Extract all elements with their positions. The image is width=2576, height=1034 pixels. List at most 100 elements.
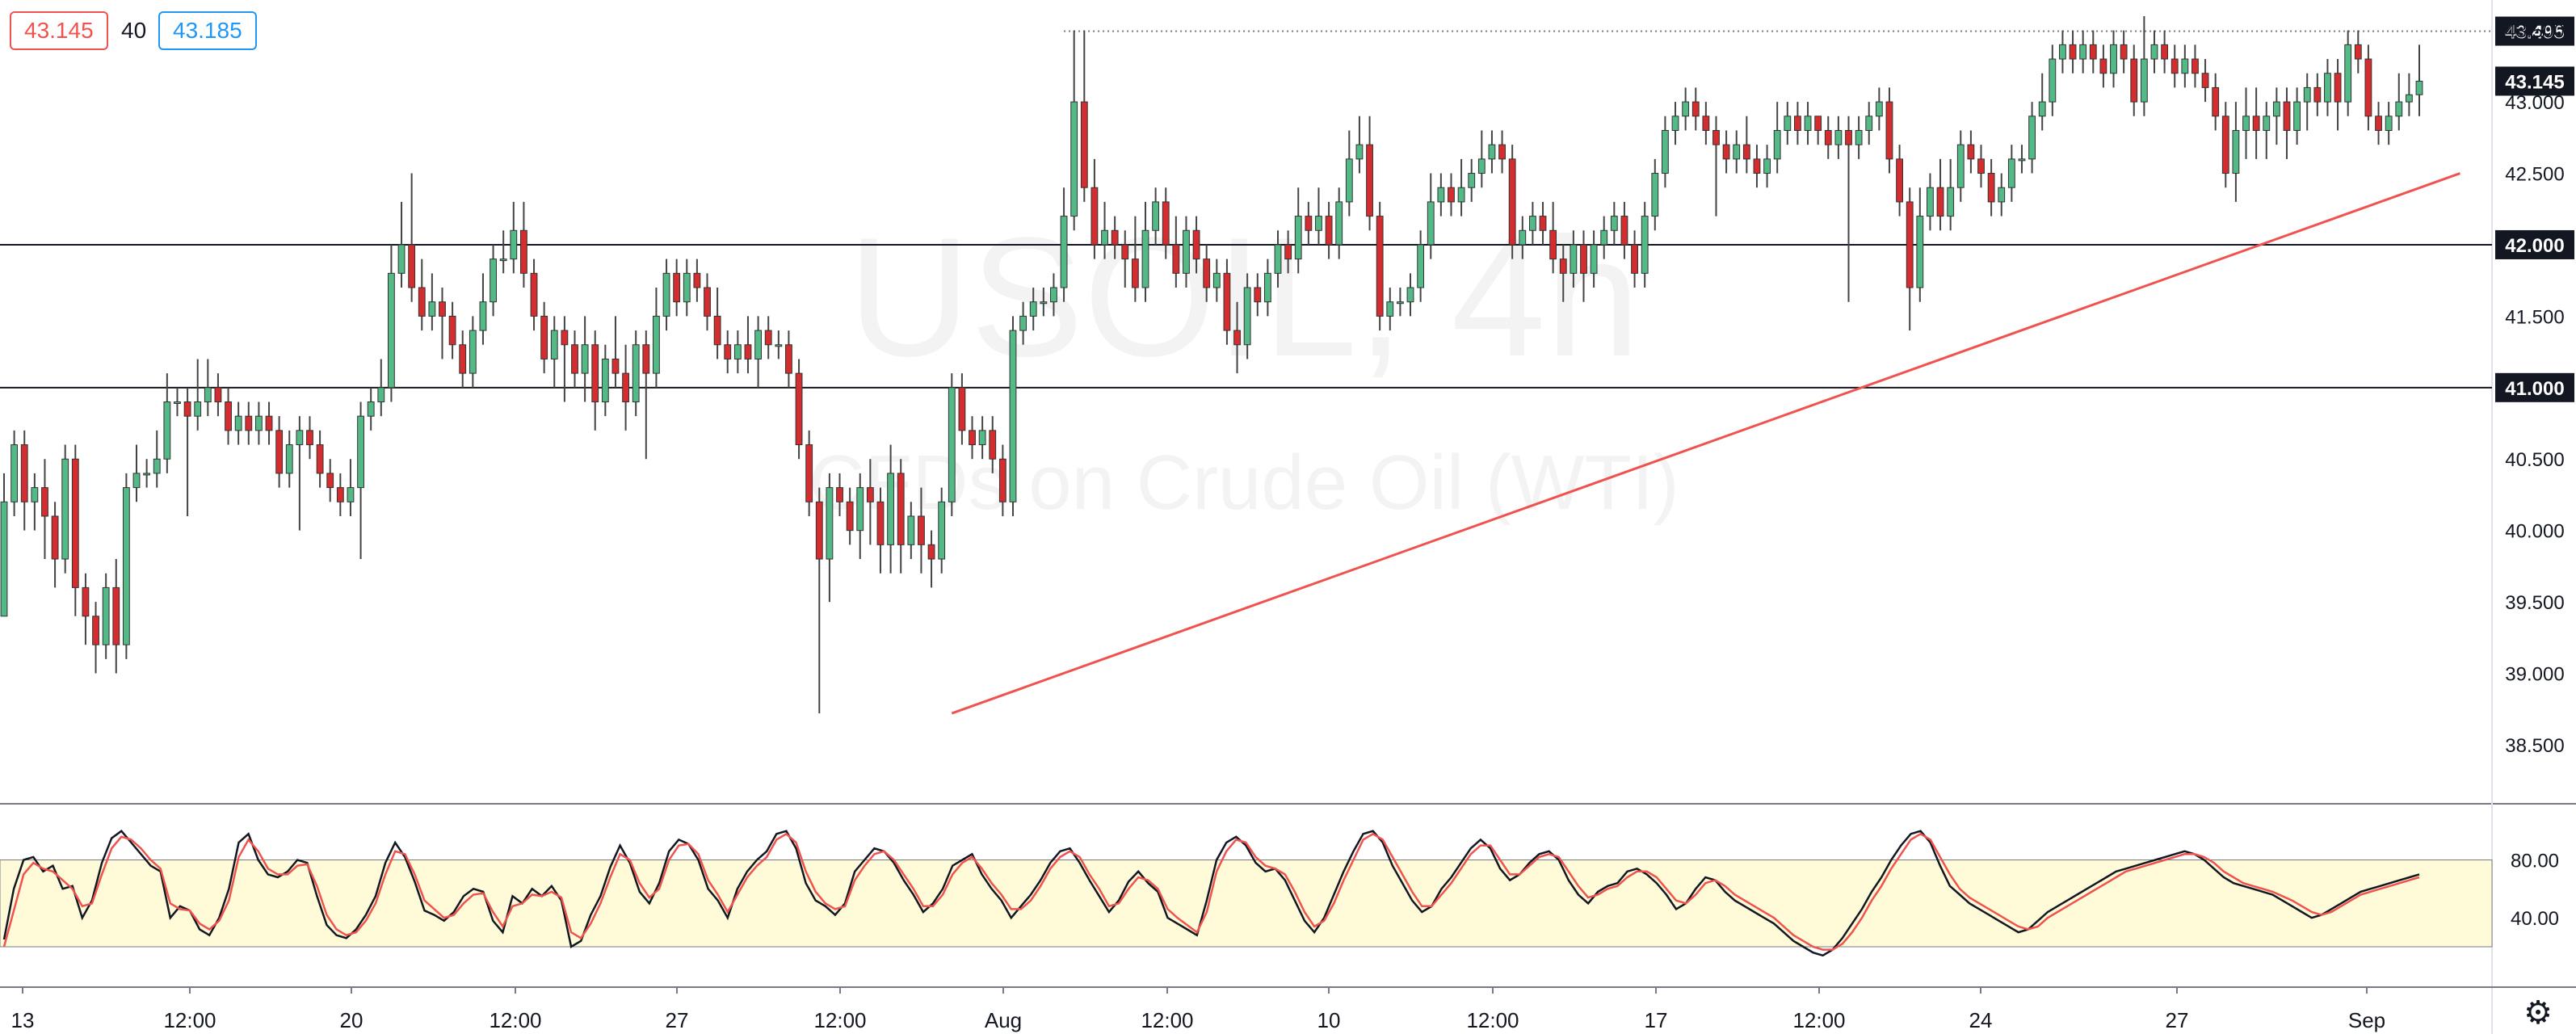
candle [1448,173,1455,216]
candle-body-down [693,272,701,288]
candle-body-down [20,444,28,502]
stochastic-line-K [2,830,2420,957]
candle-body-up [632,344,640,402]
candle-body-up [653,315,660,374]
candle [1956,130,1965,202]
candle [856,473,864,560]
candle-body-up [132,473,141,489]
candle-body-up [1294,216,1302,260]
candle [1977,145,1985,188]
candle [907,502,915,560]
candle [31,473,39,531]
candle-body-down [265,415,273,431]
candle-body-down [71,458,79,588]
candle [234,401,242,445]
candle [1060,187,1068,302]
candle-body-up [174,401,181,404]
candle [969,416,976,460]
candle-body-down [1172,244,1180,274]
candle-body-up [2181,58,2189,74]
candle [1784,102,1792,145]
candle-body-up [61,458,69,560]
candle-body-up [2272,101,2280,117]
candle-body-up [1457,187,1465,203]
candle [693,258,701,302]
candle [479,273,487,345]
candle [163,373,171,473]
time-tick-label: 13 [11,1008,35,1032]
candle-body-down [459,344,467,374]
candle [1090,158,1099,259]
candle [2099,44,2107,88]
gear-icon[interactable]: ⚙ [2523,995,2553,1031]
candle-body-up [1641,216,1649,274]
candle-body-up [254,415,263,431]
candle [1305,201,1313,245]
stochastic-band [0,860,2493,948]
candle-body-down [1223,272,1231,331]
candle [704,273,711,331]
bid-price-box[interactable]: 43.145 [10,11,108,50]
candle-body-down [2170,58,2179,74]
candle [1040,288,1048,317]
candle-body-down [275,430,284,474]
candle [92,602,99,674]
candle-body-down [1896,158,1903,203]
candle [143,459,151,488]
candle [296,416,304,531]
candle-body-down [225,401,232,431]
candle [775,330,783,359]
candle [683,258,691,317]
ask-price-box[interactable]: 43.185 [158,11,257,50]
candle [876,487,885,574]
candle [887,444,895,574]
candle-body-down [611,358,620,374]
price-tick-label: 38.500 [2505,735,2564,757]
candle [1427,173,1435,259]
candle [2181,44,2189,88]
candle [2007,145,2015,202]
candle [2201,59,2209,103]
candle-body-down [561,330,569,346]
candle-body-up [2263,116,2271,131]
price-tick-label: 41.500 [2505,306,2564,328]
candle-body-up [1998,187,2006,203]
candle-body-up [163,401,171,460]
candle [1172,216,1180,288]
candle-body-down [969,430,976,446]
candle [2344,30,2352,116]
candle-body-down [1111,229,1119,246]
candle-body-up [1947,187,1955,217]
candle [918,487,925,574]
candle [1152,187,1160,245]
candle [622,344,629,431]
candle [2038,73,2046,131]
candle [1437,173,1445,216]
time-tick-label: 12:00 [1792,1008,1845,1032]
candle-body-down [1987,173,1995,203]
candle-body-up [490,258,497,303]
candle-body-up [204,387,212,403]
candle-body-up [2110,44,2117,74]
candle [1804,102,1812,145]
candle-body-up [1834,129,1843,145]
candle [174,387,181,417]
candle-body-down [408,244,416,288]
candle-body-up [1916,216,1924,288]
candle-body-up [2150,44,2158,60]
candle [1763,145,1771,188]
candle-body-up [2395,101,2403,117]
candle [1009,316,1017,516]
candle-body-down [1691,101,1700,117]
candle [1376,201,1384,331]
candle [82,573,90,645]
candle [408,173,416,302]
candle-body-down [540,315,548,359]
candle-body-down [744,344,752,359]
candle [448,301,456,359]
candle-body-down [764,330,772,346]
candle [1733,130,1741,174]
candle [1845,116,1852,302]
candle-body-down [326,473,334,489]
